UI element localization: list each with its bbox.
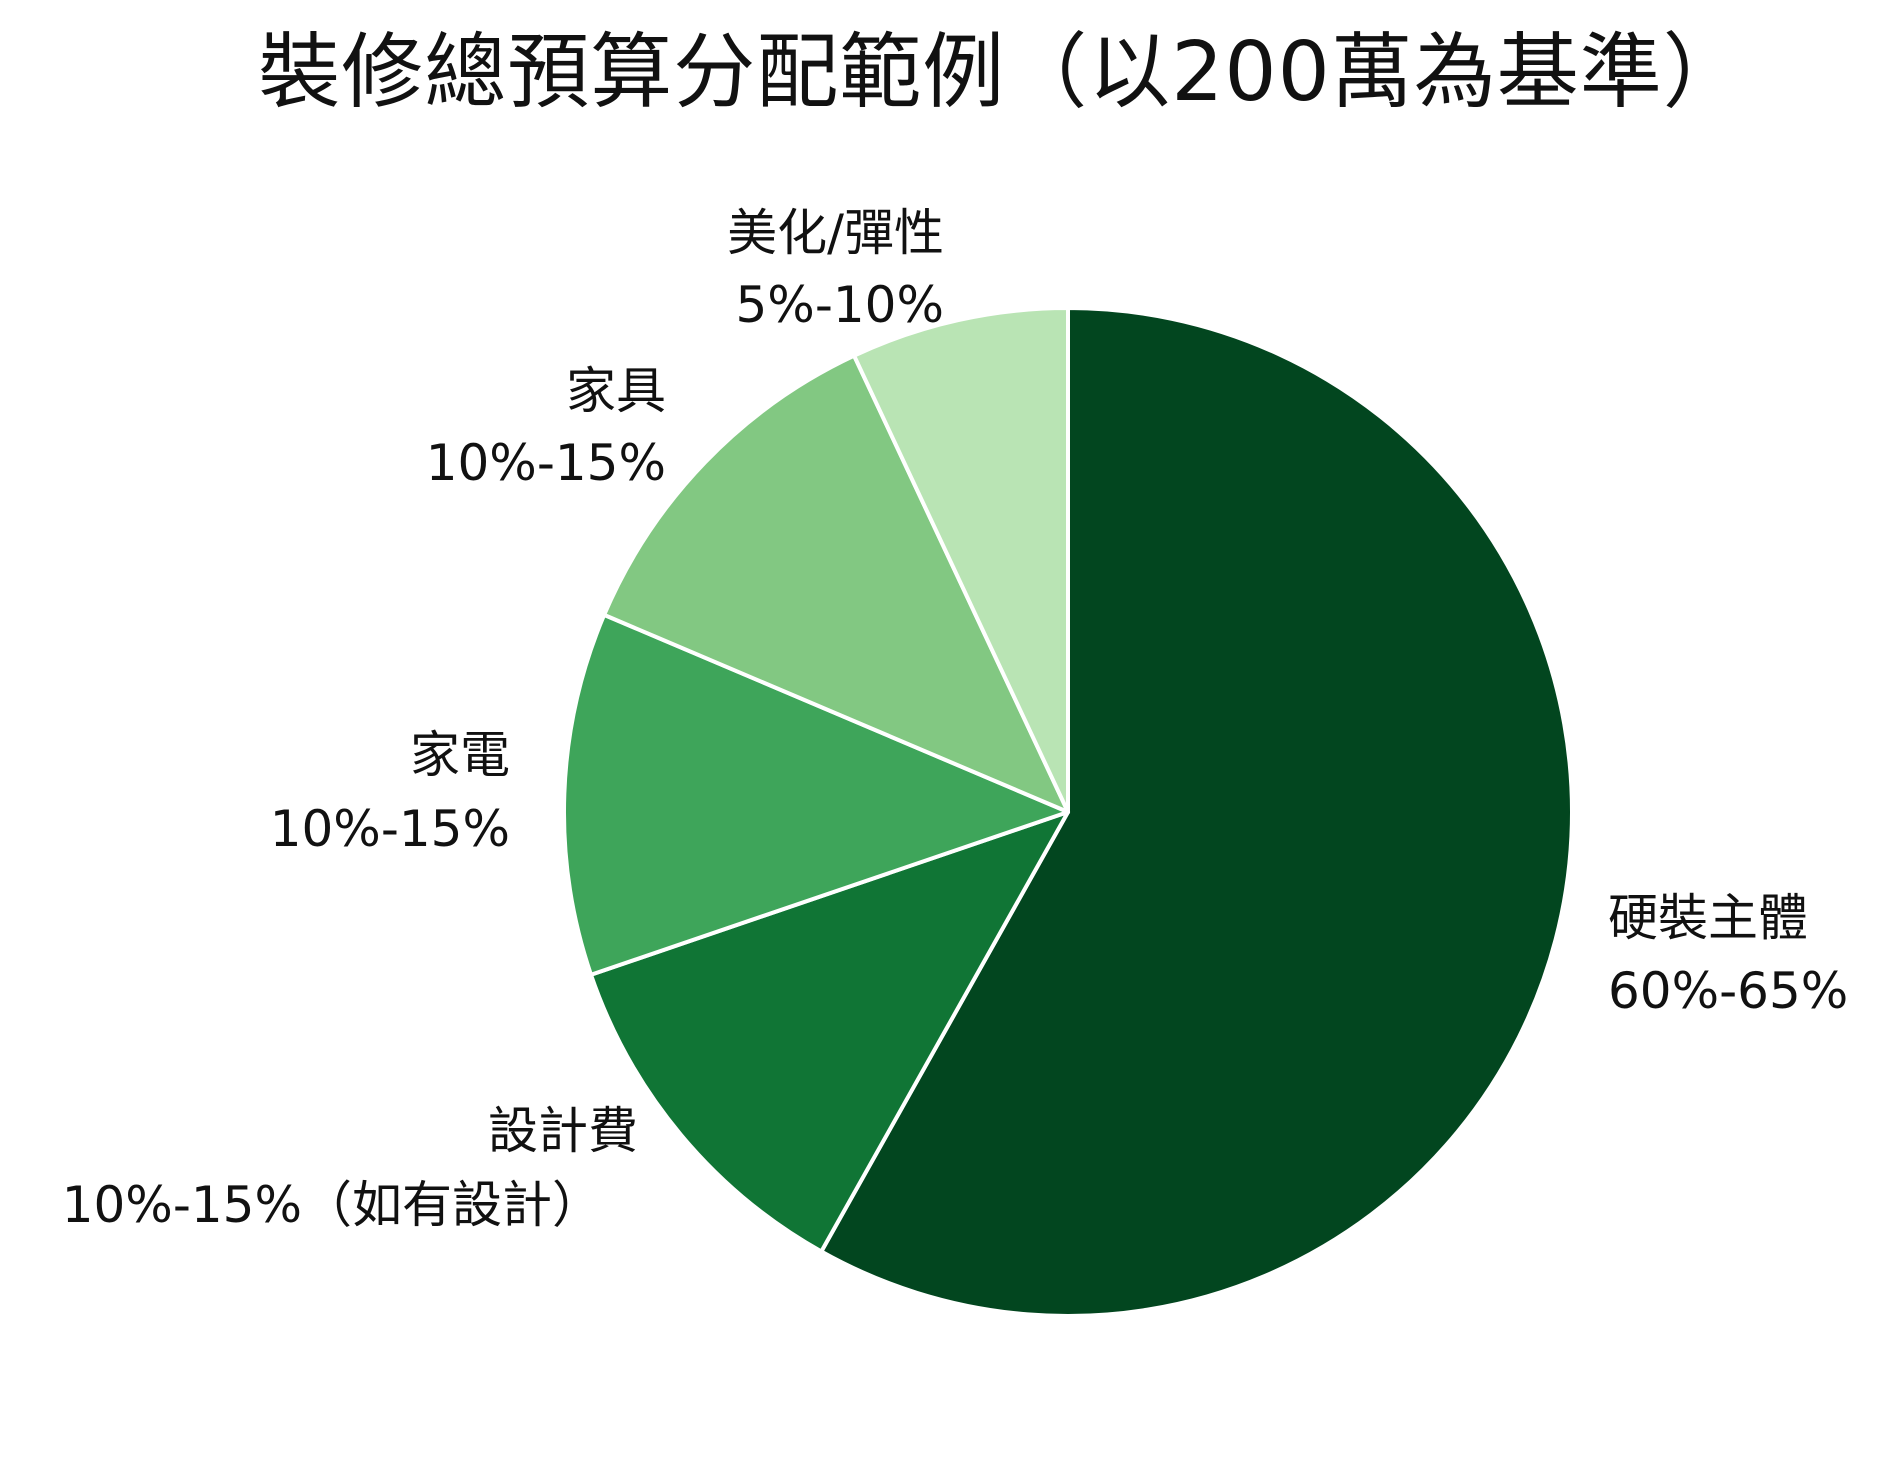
pie-slice-0 [819,306,1574,1318]
slice-label-name-0: 硬裝主體 [1608,889,1808,947]
pie-slice-2 [561,612,1070,977]
pie-slice-3 [602,353,1070,814]
slice-label-range-3: 10%-15% [426,434,666,492]
pie-slices [561,306,1574,1318]
slice-label-name-1: 設計費 [488,1102,638,1160]
pie-slice-4 [852,306,1070,814]
pie-slice-1 [588,810,1070,1254]
slice-label-range-1: 10%-15%（如有設計） [62,1176,602,1234]
chart-title: 裝修總預算分配範例（以200萬為基準） [258,25,1746,120]
slice-label-range-4: 5%-10% [736,276,945,334]
slice-label-range-0: 60%-65% [1608,962,1848,1020]
slice-label-name-4: 美化/彈性 [727,204,944,262]
pie-labels: 硬裝主體 60%-65% 設計費 10%-15%（如有設計） 家電 10%-15% 家具 10… [62,204,1849,1234]
slice-label-name-2: 家電 [410,726,510,784]
slice-label-name-3: 家具 [566,362,666,420]
slice-label-range-2: 10%-15% [270,800,510,858]
